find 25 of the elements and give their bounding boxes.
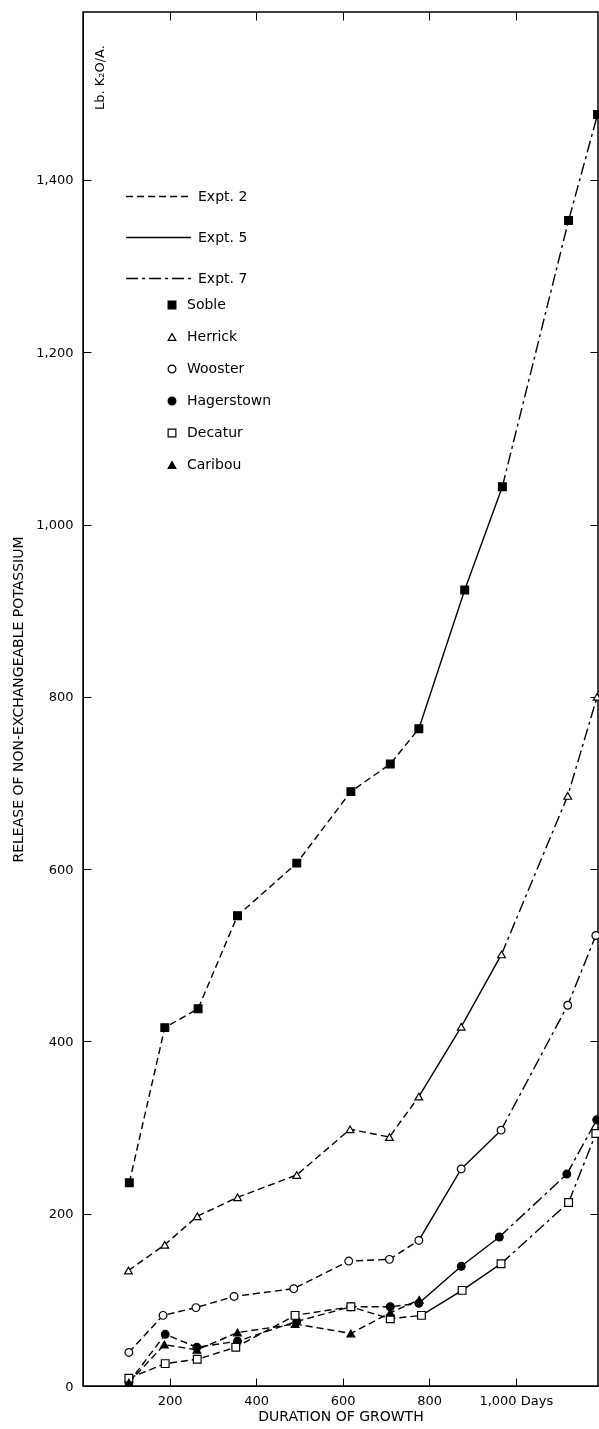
legend-label: Expt. 5 <box>198 228 248 245</box>
x-tick-label: 600 <box>330 1392 356 1408</box>
y-axis-title: RELEASE OF NON-EXCHANGEABLE POTASSIUM <box>10 536 27 863</box>
y-tick-label: 1,200 <box>36 344 74 360</box>
x-tick-label: 1,000 Days <box>479 1392 554 1408</box>
legend-label: Expt. 7 <box>198 269 248 286</box>
legend-label: Hagerstown <box>187 392 272 408</box>
legend-label: Expt. 2 <box>198 187 248 204</box>
legend-label: Wooster <box>187 360 245 376</box>
legend-label: Soble <box>187 296 226 312</box>
x-axis-title: DURATION OF GROWTH <box>258 1407 424 1424</box>
x-tick-label: 800 <box>417 1392 443 1408</box>
x-tick-label: 400 <box>244 1392 270 1408</box>
y-tick-label: 1,400 <box>36 172 74 188</box>
y-tick-label: 1,000 <box>36 517 74 533</box>
legend-label: Herrick <box>187 328 238 344</box>
annotation: Lb. K₂O/A. <box>92 45 107 110</box>
x-tick-label: 200 <box>157 1392 183 1408</box>
y-tick-label: 600 <box>48 861 74 877</box>
legend-label: Decatur <box>187 424 244 440</box>
y-tick-label: 800 <box>48 689 74 705</box>
y-tick-label: 200 <box>48 1206 74 1222</box>
y-tick-label: 400 <box>48 1033 74 1049</box>
y-tick-label: 0 <box>65 1378 74 1394</box>
legend-label: Caribou <box>187 456 242 472</box>
